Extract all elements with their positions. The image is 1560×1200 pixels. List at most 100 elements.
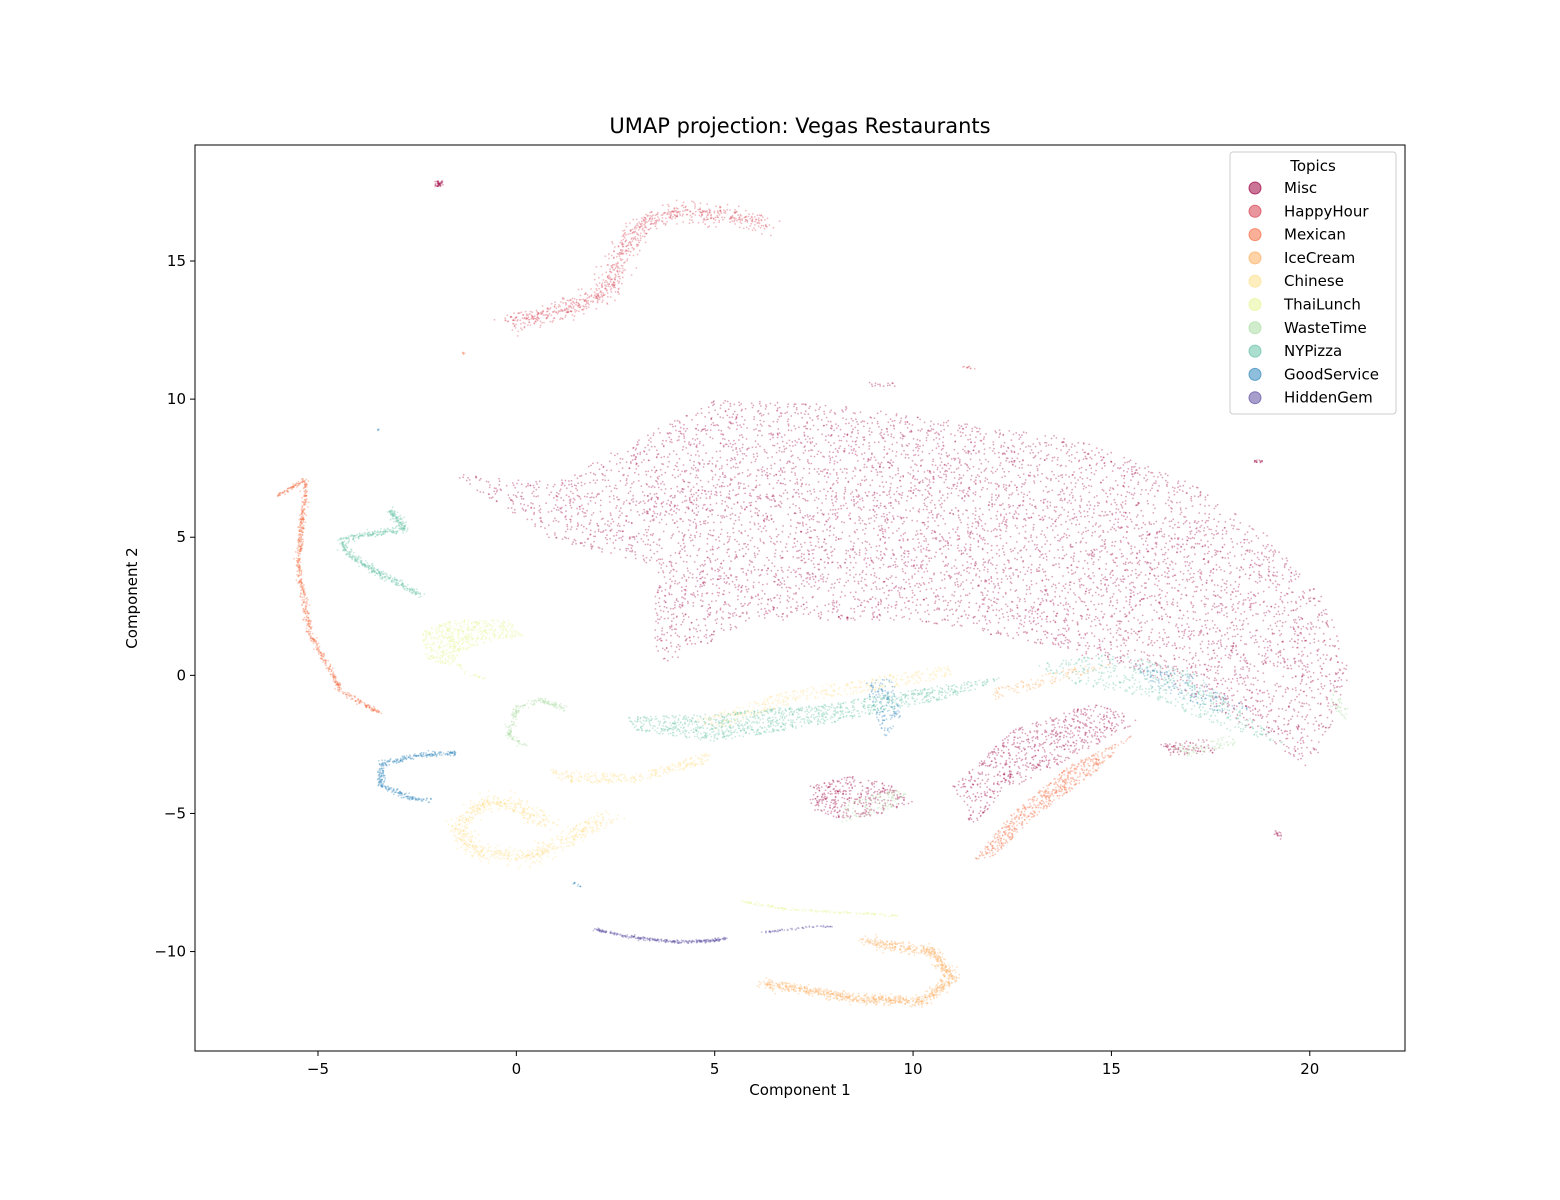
data-point (1288, 580, 1290, 583)
data-point (891, 443, 894, 446)
data-point (940, 476, 943, 479)
data-point (672, 568, 675, 571)
data-point (947, 601, 950, 604)
data-point (1146, 530, 1149, 533)
data-point (709, 510, 712, 513)
data-point (895, 414, 898, 417)
data-point (972, 465, 975, 468)
data-point (711, 638, 713, 641)
data-point (770, 467, 773, 470)
data-point (748, 617, 750, 620)
data-point (870, 573, 873, 576)
data-point (1061, 536, 1063, 539)
data-point (869, 416, 872, 418)
data-point (826, 472, 828, 475)
data-point (823, 549, 826, 552)
data-point (681, 501, 684, 504)
data-point (1033, 641, 1036, 644)
data-point (539, 511, 542, 514)
data-point (598, 468, 601, 471)
data-point (684, 471, 686, 473)
data-point (1301, 702, 1304, 705)
data-point (1230, 687, 1233, 690)
data-point (958, 549, 961, 552)
data-point (801, 476, 804, 479)
data-point (1249, 549, 1251, 551)
data-point (958, 478, 960, 481)
data-point (1091, 531, 1094, 534)
data-point (682, 542, 685, 545)
data-point (1118, 622, 1121, 625)
data-point (1097, 587, 1099, 589)
data-point (1276, 620, 1279, 623)
data-point (923, 540, 925, 542)
data-point (1046, 491, 1049, 494)
data-point (836, 610, 838, 613)
data-point (1324, 730, 1327, 733)
data-point (1120, 580, 1123, 583)
data-point (996, 483, 999, 486)
data-point (1157, 476, 1159, 478)
data-point (1219, 639, 1222, 642)
data-point (976, 622, 978, 625)
data-point (896, 565, 899, 568)
data-point (778, 406, 781, 409)
data-point (864, 491, 867, 494)
data-point (1008, 484, 1011, 486)
data-point (830, 551, 832, 554)
data-point (1047, 578, 1050, 581)
data-point (838, 603, 841, 606)
data-point (692, 503, 695, 506)
data-point (706, 610, 709, 612)
data-point (1063, 532, 1066, 535)
data-point (900, 586, 903, 588)
data-point (1010, 460, 1013, 463)
data-point (978, 427, 981, 430)
data-point (1284, 660, 1286, 663)
data-point (814, 529, 817, 532)
data-point (818, 568, 821, 571)
data-point (629, 486, 632, 489)
data-point (1316, 653, 1319, 656)
data-point (1193, 521, 1196, 524)
data-point (1228, 562, 1230, 565)
data-point (880, 550, 882, 553)
data-point (722, 417, 725, 419)
data-point (981, 538, 984, 541)
data-point (1187, 555, 1190, 557)
data-point (753, 552, 756, 555)
data-point (798, 458, 801, 461)
data-point (1193, 537, 1196, 540)
data-point (1022, 625, 1025, 628)
data-point (802, 517, 805, 519)
data-point (1074, 457, 1076, 459)
data-point (643, 511, 646, 513)
data-point (1293, 640, 1296, 643)
data-point (731, 458, 734, 461)
data-point (1111, 552, 1114, 555)
data-point (1006, 605, 1009, 608)
data-point (728, 416, 731, 419)
data-point (1023, 517, 1026, 520)
data-point (944, 599, 947, 602)
data-point (952, 613, 954, 616)
data-point (953, 477, 956, 479)
data-point (1103, 462, 1106, 465)
data-point (879, 504, 882, 507)
data-point (1246, 665, 1248, 668)
data-point (1246, 662, 1249, 665)
data-point (1153, 559, 1156, 561)
data-point (695, 433, 698, 436)
data-point (1051, 460, 1054, 462)
data-point (1050, 478, 1052, 480)
data-point (796, 540, 799, 543)
data-point (823, 538, 826, 541)
data-point (707, 462, 710, 465)
data-point (803, 413, 806, 415)
data-point (647, 470, 650, 473)
data-point (786, 607, 788, 609)
data-point (843, 447, 846, 450)
data-point (899, 431, 902, 434)
data-point (1096, 501, 1099, 504)
data-point (1109, 597, 1112, 599)
